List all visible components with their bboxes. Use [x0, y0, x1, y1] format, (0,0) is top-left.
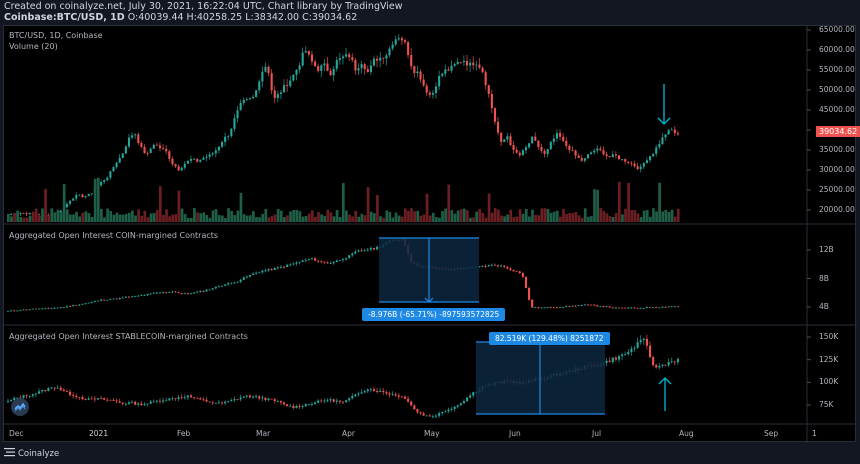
axis-tick-label: 45000.00: [819, 105, 855, 114]
time-tick-label: Feb: [177, 429, 191, 438]
axis-tick-label: 4B: [819, 302, 829, 311]
axis-tick-label: 20000.00: [819, 205, 855, 214]
volume-label: Volume (20): [9, 42, 58, 51]
axis-tick-label: 75K: [819, 400, 834, 409]
axis-tick-label: 35000.00: [819, 145, 855, 154]
axis-tick-label: 150K: [819, 332, 839, 341]
symbol-label: Coinbase:BTC/USD, 1D: [4, 12, 125, 23]
axis-tick-label: 100K: [819, 377, 839, 387]
stable-oi-title: Aggregated Open Interest STABLECOIN-marg…: [9, 332, 248, 341]
stable-measure-label: 82.519K (129.48%) 8251872: [489, 332, 610, 345]
ohlc-values: O:40039.44 H:40258.25 L:38342.00 C:39034…: [127, 12, 358, 23]
axis-tick-label: 12B: [819, 245, 834, 254]
menu-icon[interactable]: [4, 448, 15, 460]
tradingview-logo-icon[interactable]: [11, 398, 29, 416]
time-tick-label: Mar: [256, 429, 271, 438]
brand-label: Coinalyze: [18, 449, 60, 459]
time-tick-label: Apr: [342, 429, 355, 438]
symbol-ohlc: Coinbase:BTC/USD, 1D O:40039.44 H:40258.…: [4, 12, 357, 23]
time-tick-label: Aug: [679, 429, 694, 438]
time-tick-label: May: [424, 429, 440, 438]
axis-tick-label: 50000.00: [819, 85, 855, 94]
time-tick-label: Sep: [764, 429, 779, 438]
time-tick-label: 1: [812, 429, 817, 438]
created-info: Created on coinalyze.net, July 30, 2021,…: [4, 1, 403, 12]
axis-tick-label: 65000.00: [819, 25, 855, 34]
axis-tick-label: 25000.00: [819, 185, 855, 194]
time-tick-label: Dec: [9, 429, 24, 438]
footer-brand[interactable]: Coinalyze: [4, 448, 59, 460]
coin-measure-label: -8.976B (-65.71%) -897593572825: [362, 308, 506, 321]
axis-tick-label: 55000.00: [819, 65, 855, 74]
last-price-tag: 39034.62: [816, 126, 860, 137]
chart-container[interactable]: BTC/USD, 1D, Coinbase Volume (20) Aggreg…: [3, 25, 860, 443]
time-tick-label: Jun: [509, 429, 521, 438]
main-pane-title: BTC/USD, 1D, Coinbase: [9, 31, 103, 40]
time-tick-label: 2021: [89, 429, 109, 438]
axis-tick-label: 30000.00: [819, 165, 855, 174]
coin-oi-title: Aggregated Open Interest COIN-margined C…: [9, 231, 219, 240]
axis-tick-label: 125K: [819, 354, 839, 364]
axis-tick-label: 8B: [819, 273, 829, 283]
chart-canvas[interactable]: [4, 26, 857, 443]
time-tick-label: Jul: [592, 429, 602, 438]
axis-tick-label: 60000.00: [819, 45, 855, 54]
